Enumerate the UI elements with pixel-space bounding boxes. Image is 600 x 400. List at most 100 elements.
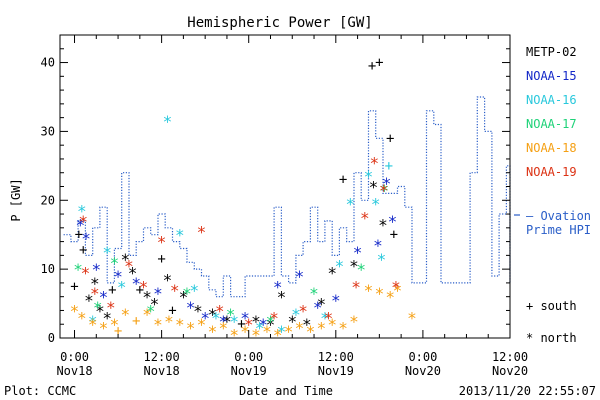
data-point-noaa-15: * [81,229,91,248]
x-tick-label-date: Nov19 [231,364,267,378]
data-point-metp-02: * [349,257,359,276]
data-point-noaa-17: * [146,302,156,321]
data-point-noaa-16: * [277,322,287,341]
data-point-noaa-17: * [309,284,319,303]
data-point-noaa-19: * [124,257,134,276]
data-point-noaa-19: * [391,277,401,296]
legend-layer: METP-02 NOAA-15 NOAA-16 NOAA-17 NOAA-18 NOAA-… [526,45,577,179]
ovation-line-layer [63,96,520,298]
data-point-noaa-19: * [351,277,361,296]
x-tick-label-date: Nov18 [56,364,92,378]
data-point-noaa-18: * [295,319,305,338]
legend-entry-noaa-18: NOAA-18 [526,141,577,155]
data-point-metp-02: + [237,317,245,333]
data-point-noaa-15: * [91,260,101,279]
data-point-noaa-15: * [113,267,123,286]
data-point-noaa-16: * [189,281,199,300]
data-point-noaa-16: * [175,226,185,245]
data-point-noaa-18: * [120,305,130,324]
data-point-noaa-16: * [102,243,112,262]
legend-entry-noaa-16: NOAA-16 [526,93,577,107]
data-point-metp-02: * [142,288,152,307]
plot-timestamp: 2013/11/20 22:55:07 [459,384,596,398]
data-point-noaa-18: + [114,324,122,340]
data-point-noaa-16: * [291,305,301,324]
data-point-metp-02: * [287,312,297,331]
data-point-noaa-15: * [353,243,363,262]
data-point-noaa-16: * [88,312,98,331]
data-point-metp-02: * [84,291,94,310]
x-tick-label-date: Nov18 [144,364,180,378]
data-point-noaa-16: * [77,202,87,221]
data-point-noaa-19: * [369,153,379,172]
data-point-metp-02: + [70,279,78,295]
data-point-metp-02: * [208,305,218,324]
y-tick-label: 0 [48,331,55,345]
data-point-noaa-16: + [385,158,393,174]
data-point-noaa-16: * [163,112,173,131]
data-point-noaa-17: * [380,181,390,200]
chart-title: Hemispheric Power [GW] [187,15,372,31]
data-point-noaa-15: * [131,274,141,293]
data-point-noaa-19: * [157,233,167,252]
data-point-noaa-16: * [345,195,355,214]
data-point-noaa-18: * [229,326,239,345]
x-tick-label-date: Nov19 [318,364,354,378]
data-point-noaa-17: * [182,284,192,303]
data-point-metp-02: + [157,251,165,267]
ovation-legend-label-line2: Prime HPI [526,223,591,237]
data-point-metp-02: * [378,215,388,234]
data-point-metp-02: * [120,250,130,269]
data-point-noaa-16: * [211,308,221,327]
data-point-noaa-15: * [382,174,392,193]
data-point-noaa-18: * [284,322,294,341]
data-point-noaa-18: * [349,312,359,331]
data-point-metp-02: * [327,264,337,283]
data-point-metp-02: * [128,264,138,283]
x-tick-label-date: Nov20 [492,364,528,378]
data-point-metp-02: + [108,282,116,298]
data-point-metp-02: * [150,295,160,314]
data-point-noaa-18: * [407,308,417,327]
data-point-noaa-17: * [266,312,276,331]
data-point-noaa-17: * [93,298,103,317]
x-tick-label-time: 0:00 [408,350,437,364]
data-point-noaa-18: * [99,319,109,338]
data-point-metp-02: * [302,315,312,334]
data-point-noaa-18: * [197,315,207,334]
data-point-noaa-19: * [90,284,100,303]
data-point-noaa-19: * [360,209,370,228]
data-point-metp-02: * [369,178,379,197]
ovation-legend-label: — Ovation [526,209,591,223]
data-point-noaa-19: * [139,277,149,296]
data-point-metp-02: * [193,302,203,321]
data-point-noaa-18: * [70,302,80,321]
data-point-noaa-18: * [186,319,196,338]
data-point-noaa-19: * [78,212,88,231]
data-point-noaa-18: * [385,288,395,307]
ovation-step-line [63,96,511,298]
data-point-noaa-19: * [269,308,279,327]
data-point-metp-02: * [90,274,100,293]
x-tick-label-time: 0:00 [234,350,263,364]
data-point-metp-02: * [102,308,112,327]
x-axis-label: Date and Time [239,384,333,398]
data-point-noaa-19: * [81,264,91,283]
x-tick-label-time: 12:00 [492,350,528,364]
data-point-noaa-19: * [244,315,254,334]
data-point-noaa-19: * [379,181,389,200]
data-point-noaa-19: * [215,302,225,321]
data-point-metp-02: + [168,303,176,319]
north-marker-legend: * north [526,331,577,345]
data-point-noaa-19: * [298,302,308,321]
data-point-noaa-17: * [73,260,83,279]
data-point-noaa-18: * [175,315,185,334]
legend-entry-noaa-15: NOAA-15 [526,69,577,83]
data-point-metp-02: * [251,312,261,331]
data-point-metp-02: * [179,288,189,307]
data-point-noaa-18: * [88,315,98,334]
data-point-noaa-18: * [153,315,163,334]
data-point-noaa-15: * [153,284,163,303]
x-tick-label-date: Nov20 [405,364,441,378]
